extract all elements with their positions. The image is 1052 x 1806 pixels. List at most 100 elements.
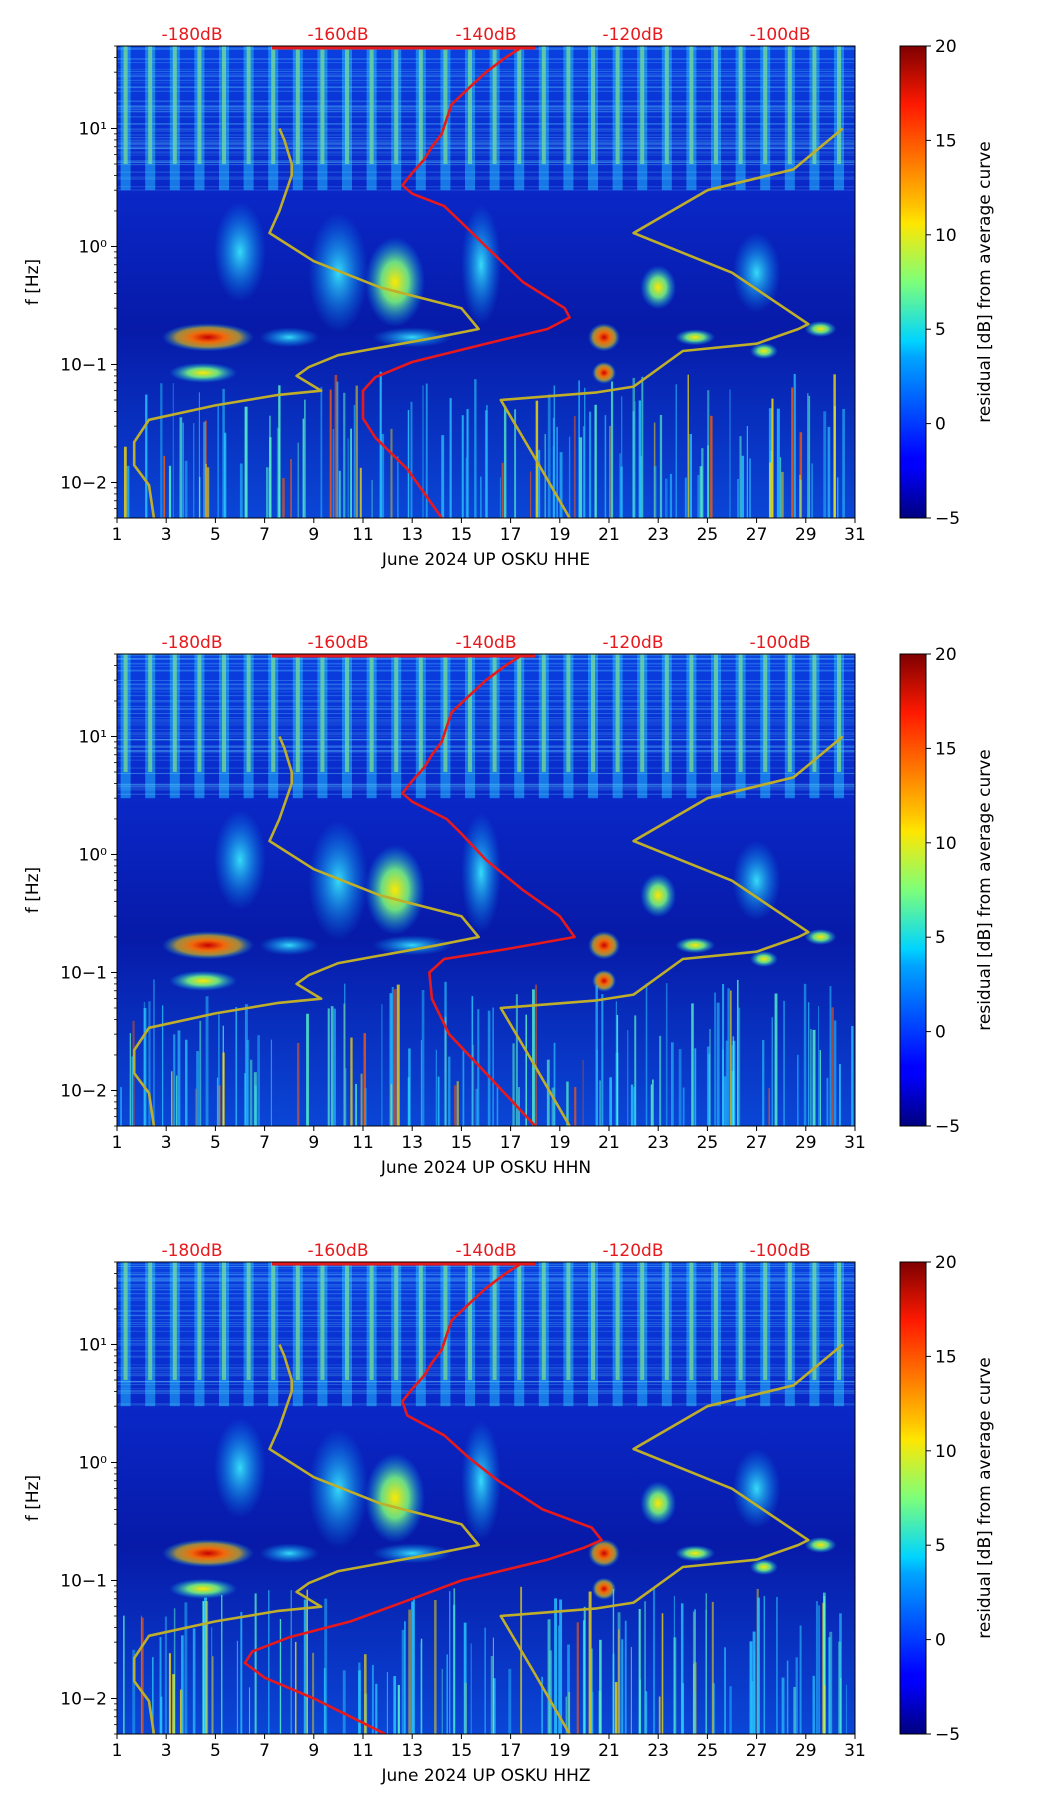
x-tick-label: 17 xyxy=(500,525,522,545)
top-db-label: -100dB xyxy=(749,633,810,653)
colorbar-label: residual [dB] from average curve xyxy=(975,1357,995,1638)
colorbar: 20 15 10 5 0 −5 residual [dB] from average cur… xyxy=(899,1253,995,1745)
top-db-label: -180dB xyxy=(161,1241,222,1261)
colorbar: 20 15 10 5 0 −5 residual [dB] from average cur… xyxy=(899,645,995,1137)
x-tick-label: 15 xyxy=(451,1133,473,1153)
top-db-label: -140dB xyxy=(455,633,516,653)
x-tick-label: 5 xyxy=(210,1133,221,1153)
colorbar-tick-label: 5 xyxy=(935,320,946,340)
y-tick-label: 10⁰ xyxy=(79,845,108,865)
colorbar-tick-label: −5 xyxy=(935,1725,960,1745)
y-tick-label: 10⁰ xyxy=(79,237,108,257)
colorbar-tick-label: −5 xyxy=(935,509,960,529)
y-tick-label: 10−1 xyxy=(60,355,107,375)
x-tick-label: 27 xyxy=(746,1133,768,1153)
colorbar-tick-label: 10 xyxy=(935,834,957,854)
y-tick-label: 10¹ xyxy=(79,727,107,747)
top-db-label: -120dB xyxy=(602,1241,663,1261)
x-tick-label: 25 xyxy=(697,1741,719,1761)
x-tick-label: 31 xyxy=(844,525,866,545)
x-tick-label: 1 xyxy=(112,1741,123,1761)
x-tick-label: 19 xyxy=(549,1133,571,1153)
y-tick-label: 10⁰ xyxy=(79,1453,108,1473)
heatmap-image xyxy=(117,1262,855,1734)
y-tick-label: 10−2 xyxy=(60,1081,107,1101)
colorbar-tick-label: 5 xyxy=(935,928,946,948)
colorbar-gradient xyxy=(899,45,927,519)
colorbar-tick-label: 0 xyxy=(935,1023,946,1043)
x-tick-label: 11 xyxy=(352,1133,374,1153)
colorbar-tick-label: 0 xyxy=(935,1631,946,1651)
series-line-noise-model-right xyxy=(499,735,844,1126)
y-tick-label: 10−1 xyxy=(60,1571,107,1591)
top-db-label: -140dB xyxy=(455,1241,516,1261)
x-tick-label: 1 xyxy=(112,1133,123,1153)
x-tick-label: 25 xyxy=(697,525,719,545)
x-tick-label: 3 xyxy=(161,1741,172,1761)
x-tick-label: 13 xyxy=(401,1741,423,1761)
x-tick-label: 23 xyxy=(647,1133,669,1153)
x-tick-label: 5 xyxy=(210,525,221,545)
x-tick-label: 29 xyxy=(795,1741,817,1761)
colorbar-tick-label: 20 xyxy=(935,645,957,665)
x-axis-label: June 2024 UP OSKU HHZ xyxy=(380,1766,590,1786)
x-tick-label: 7 xyxy=(259,1133,270,1153)
x-tick-label: 23 xyxy=(647,525,669,545)
x-tick-label: 31 xyxy=(844,1741,866,1761)
top-db-label: -180dB xyxy=(161,633,222,653)
x-tick-label: 19 xyxy=(549,1741,571,1761)
colorbar-tick-label: 15 xyxy=(935,739,957,759)
colorbar-tick-label: 20 xyxy=(935,37,957,57)
top-db-label: -160dB xyxy=(307,1241,368,1261)
series-line-noise-model-left xyxy=(132,1343,480,1734)
colorbar-tick-label: 15 xyxy=(935,131,957,151)
x-tick-label: 5 xyxy=(210,1741,221,1761)
top-db-label: -120dB xyxy=(602,25,663,45)
colorbar-tick-label: −5 xyxy=(935,1117,960,1137)
y-tick-label: 10−1 xyxy=(60,963,107,983)
top-db-label: -160dB xyxy=(307,25,368,45)
x-axis-label: June 2024 UP OSKU HHE xyxy=(381,550,590,570)
colorbar-tick-label: 0 xyxy=(935,415,946,435)
y-axis-label: f [Hz] xyxy=(23,1475,43,1521)
colorbar-gradient xyxy=(899,1261,927,1735)
top-db-label: -120dB xyxy=(602,633,663,653)
top-db-label: -100dB xyxy=(749,25,810,45)
x-tick-label: 3 xyxy=(161,525,172,545)
heatmap-image xyxy=(117,654,855,1126)
series-line-average-psd xyxy=(361,47,571,518)
heatmap-image xyxy=(117,46,855,518)
y-tick-label: 10¹ xyxy=(79,119,107,139)
x-tick-label: 29 xyxy=(795,1133,817,1153)
colorbar-label: residual [dB] from average curve xyxy=(975,141,995,422)
x-tick-label: 9 xyxy=(308,1741,319,1761)
colorbar-gradient xyxy=(899,653,927,1127)
y-tick-label: 10−2 xyxy=(60,1689,107,1709)
x-tick-label: 7 xyxy=(259,525,270,545)
x-tick-label: 17 xyxy=(500,1133,522,1153)
x-tick-label: 25 xyxy=(697,1133,719,1153)
x-tick-label: 9 xyxy=(308,1133,319,1153)
x-tick-label: 29 xyxy=(795,525,817,545)
x-tick-label: 7 xyxy=(259,1741,270,1761)
y-tick-label: 10−2 xyxy=(60,473,107,493)
colorbar-tick-label: 5 xyxy=(935,1536,946,1556)
x-axis-label: June 2024 UP OSKU HHN xyxy=(380,1158,591,1178)
x-tick-label: 27 xyxy=(746,1741,768,1761)
colorbar-tick-label: 20 xyxy=(935,1253,957,1273)
x-tick-label: 21 xyxy=(598,1133,620,1153)
x-tick-label: 13 xyxy=(401,1133,423,1153)
series-line-noise-model-right xyxy=(499,1343,844,1734)
x-tick-label: 11 xyxy=(352,525,374,545)
colorbar-tick-label: 15 xyxy=(935,1347,957,1367)
x-tick-label: 15 xyxy=(451,525,473,545)
top-db-label: -180dB xyxy=(161,25,222,45)
x-tick-label: 21 xyxy=(598,1741,620,1761)
top-db-label: -160dB xyxy=(307,633,368,653)
y-axis-label: f [Hz] xyxy=(23,867,43,913)
x-tick-label: 9 xyxy=(308,525,319,545)
